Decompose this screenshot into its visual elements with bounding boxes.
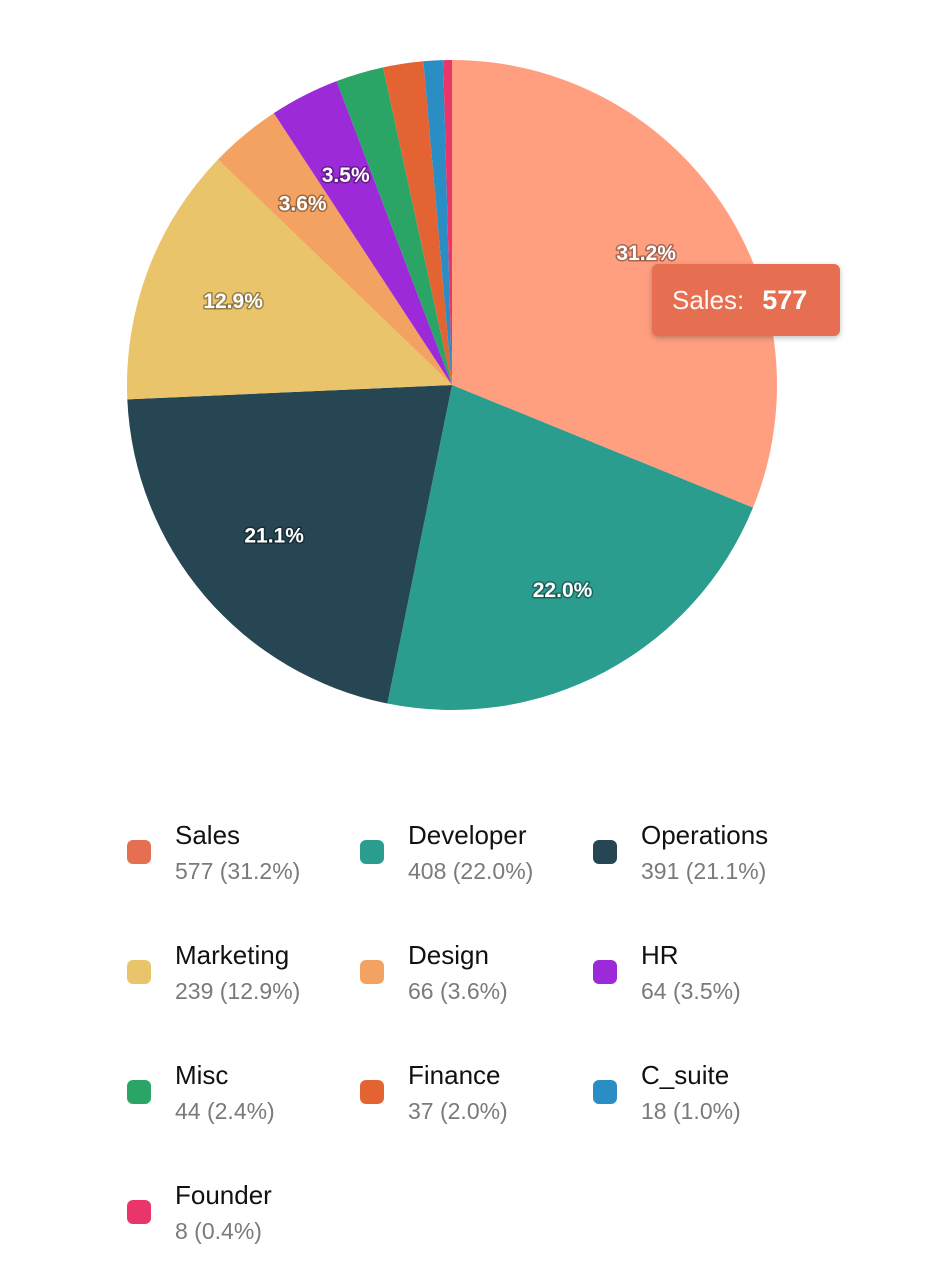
pie-slice-developer[interactable]	[387, 385, 753, 710]
legend-swatch-operations	[593, 840, 617, 864]
legend-name-misc: Misc	[175, 1060, 229, 1090]
legend-swatch-sales	[127, 840, 151, 864]
legend-item-c-suite[interactable]: C_suite 18 (1.0%)	[593, 1060, 813, 1140]
legend-swatch-founder	[127, 1200, 151, 1224]
tooltip-sales: Sales: 577	[652, 264, 840, 336]
tooltip-label: Sales:	[672, 284, 745, 315]
pie-slice-finance[interactable]	[383, 61, 452, 386]
pie-slice-design[interactable]	[217, 113, 452, 385]
pie-label-design: 3.6%	[279, 192, 327, 215]
pie-label-marketing: 12.9%	[203, 290, 263, 313]
legend-swatch-hr	[593, 960, 617, 984]
pie-slice-misc[interactable]	[336, 67, 452, 386]
pie-slice-founder[interactable]	[443, 60, 452, 385]
pie-label-operations: 21.1%	[244, 525, 304, 548]
legend-name-hr: HR	[641, 940, 679, 970]
pie-slice-hr[interactable]	[273, 81, 452, 385]
legend-item-sales[interactable]: Sales 577 (31.2%)	[127, 820, 347, 900]
legend-value-design: 66 (3.6%)	[408, 978, 508, 1004]
pie-chart: 31.2% 22.0% 21.1% 12.9% 3.6% 3.5%	[127, 60, 777, 710]
pie-slice-marketing[interactable]	[127, 159, 452, 400]
legend-value-c-suite: 18 (1.0%)	[641, 1098, 741, 1124]
legend-name-sales: Sales	[175, 820, 241, 850]
legend-swatch-finance	[360, 1080, 384, 1104]
legend-swatch-developer	[360, 840, 384, 864]
legend-value-misc: 44 (2.4%)	[175, 1098, 275, 1124]
pie-slice-c-suite[interactable]	[423, 60, 452, 386]
pie-label-hr: 3.5%	[322, 164, 370, 187]
pie-slices	[127, 60, 777, 710]
legend-name-founder: Founder	[175, 1180, 272, 1210]
legend-value-marketing: 239 (12.9%)	[175, 978, 301, 1004]
pie-slice-sales[interactable]	[452, 60, 777, 508]
legend-value-hr: 64 (3.5%)	[641, 978, 741, 1004]
tooltip-value: 577	[762, 284, 808, 315]
legend-item-design[interactable]: Design 66 (3.6%)	[360, 940, 580, 1020]
legend-value-finance: 37 (2.0%)	[408, 1098, 508, 1124]
legend-name-design: Design	[408, 940, 489, 970]
legend-item-marketing[interactable]: Marketing 239 (12.9%)	[127, 940, 347, 1020]
legend-swatch-c-suite	[593, 1080, 617, 1104]
legend-item-finance[interactable]: Finance 37 (2.0%)	[360, 1060, 580, 1140]
legend-value-sales: 577 (31.2%)	[175, 858, 301, 884]
legend-value-founder: 8 (0.4%)	[175, 1218, 262, 1244]
legend-name-developer: Developer	[408, 820, 527, 850]
pie-label-sales: 31.2%	[616, 242, 676, 265]
legend-name-operations: Operations	[641, 820, 769, 850]
legend-item-hr[interactable]: HR 64 (3.5%)	[593, 940, 813, 1020]
legend-swatch-design	[360, 960, 384, 984]
pie-slice-labels: 31.2% 22.0% 21.1% 12.9% 3.6% 3.5%	[202, 163, 678, 604]
legend-item-operations[interactable]: Operations 391 (21.1%)	[593, 820, 813, 900]
legend-value-operations: 391 (21.1%)	[641, 858, 767, 884]
legend-value-developer: 408 (22.0%)	[408, 858, 534, 884]
legend-swatch-misc	[127, 1080, 151, 1104]
legend-name-c-suite: C_suite	[641, 1060, 730, 1090]
legend-name-finance: Finance	[408, 1060, 501, 1090]
pie-label-developer: 22.0%	[533, 579, 593, 602]
legend-name-marketing: Marketing	[175, 940, 290, 970]
legend-item-misc[interactable]: Misc 44 (2.4%)	[127, 1060, 347, 1140]
legend-swatch-marketing	[127, 960, 151, 984]
pie-slice-operations[interactable]	[127, 385, 453, 704]
legend-item-founder[interactable]: Founder 8 (0.4%)	[127, 1180, 347, 1260]
legend-item-developer[interactable]: Developer 408 (22.0%)	[360, 820, 580, 900]
